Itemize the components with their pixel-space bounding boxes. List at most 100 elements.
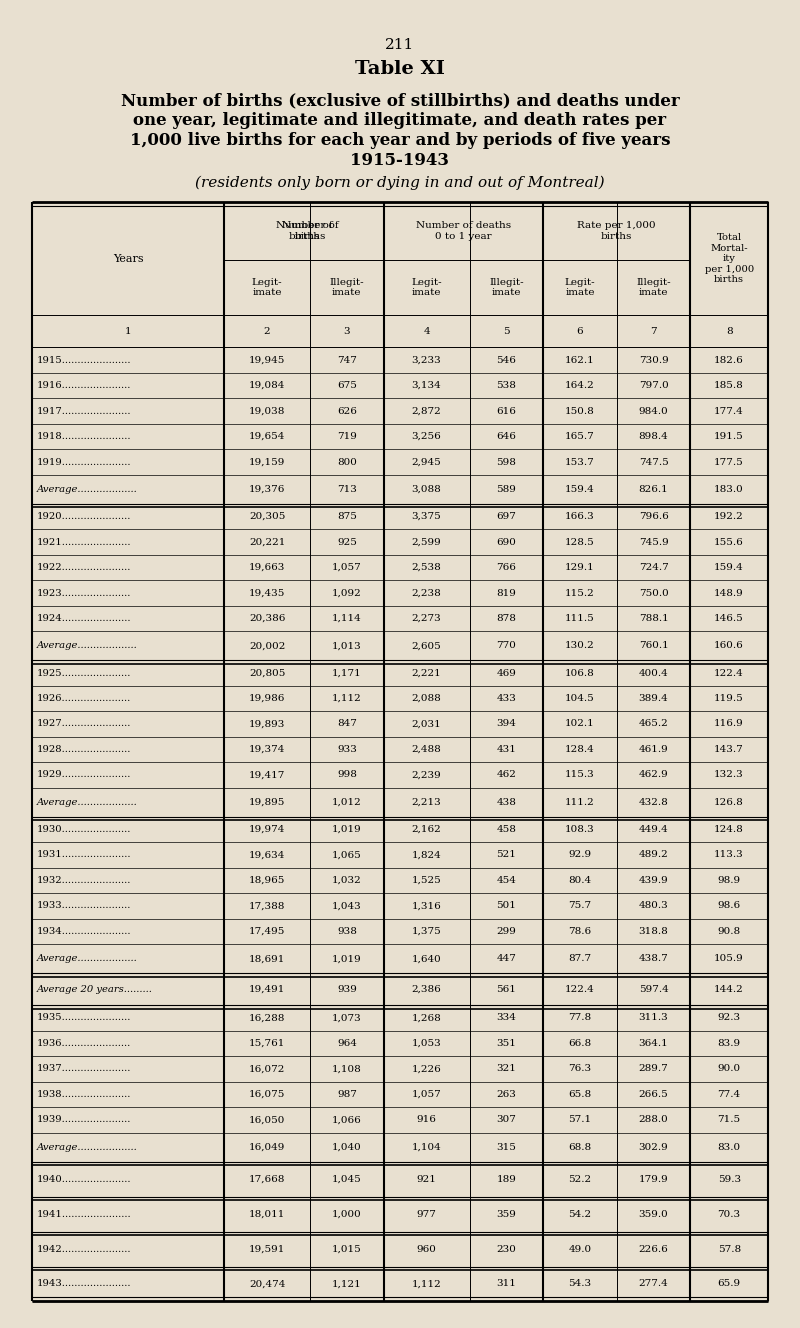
Text: 747: 747 [337,356,357,365]
Text: 2,273: 2,273 [412,614,442,623]
Text: 1926......................: 1926...................... [37,695,131,703]
Text: 19,895: 19,895 [249,798,286,806]
Text: 83.0: 83.0 [718,1142,741,1151]
Text: 277.4: 277.4 [638,1279,668,1288]
Text: 92.3: 92.3 [718,1013,741,1023]
Text: 57.1: 57.1 [568,1116,591,1125]
Text: 122.4: 122.4 [565,985,594,993]
Text: 71.5: 71.5 [718,1116,741,1125]
Text: 875: 875 [337,513,357,521]
Text: 18,691: 18,691 [249,955,286,963]
Text: 925: 925 [337,538,357,547]
Text: 311: 311 [496,1279,516,1288]
Text: 166.3: 166.3 [565,513,594,521]
Text: 800: 800 [337,458,357,466]
Text: 1,066: 1,066 [332,1116,362,1125]
Text: 1,000: 1,000 [332,1210,362,1219]
Text: Table XI: Table XI [355,60,445,78]
Text: 177.5: 177.5 [714,458,744,466]
Text: Years: Years [113,254,143,264]
Text: 1942......................: 1942...................... [37,1244,131,1254]
Text: 65.8: 65.8 [568,1090,591,1098]
Text: 19,038: 19,038 [249,406,286,416]
Text: 1930......................: 1930...................... [37,825,131,834]
Text: 921: 921 [417,1175,437,1183]
Text: 2,599: 2,599 [412,538,442,547]
Text: 6: 6 [577,327,583,336]
Text: 75.7: 75.7 [568,902,591,911]
Text: 52.2: 52.2 [568,1175,591,1183]
Text: 318.8: 318.8 [638,927,668,936]
Text: 916: 916 [417,1116,437,1125]
Text: Number of
births: Number of births [275,222,332,240]
Text: 76.3: 76.3 [568,1065,591,1073]
Text: 998: 998 [337,770,357,780]
Text: 433: 433 [496,695,516,703]
Text: 179.9: 179.9 [638,1175,668,1183]
Text: 462.9: 462.9 [638,770,668,780]
Text: 501: 501 [496,902,516,911]
Text: 2,088: 2,088 [412,695,442,703]
Text: 546: 546 [496,356,516,365]
Text: 7: 7 [650,327,657,336]
Text: 20,805: 20,805 [249,668,286,677]
Text: 17,495: 17,495 [249,927,286,936]
Text: 454: 454 [496,876,516,884]
Text: 1938......................: 1938...................... [37,1090,131,1098]
Text: 616: 616 [496,406,516,416]
Text: 690: 690 [496,538,516,547]
Text: 359: 359 [496,1210,516,1219]
Text: 2,605: 2,605 [412,641,442,651]
Text: 1: 1 [125,327,131,336]
Text: 54.3: 54.3 [568,1279,591,1288]
Text: 461.9: 461.9 [638,745,668,754]
Text: 1,043: 1,043 [332,902,362,911]
Text: 20,305: 20,305 [249,513,286,521]
Text: 1,108: 1,108 [332,1065,362,1073]
Text: 364.1: 364.1 [638,1038,668,1048]
Text: 2,872: 2,872 [412,406,442,416]
Text: 675: 675 [337,381,357,390]
Text: 977: 977 [417,1210,437,1219]
Text: 150.8: 150.8 [565,406,594,416]
Text: 626: 626 [337,406,357,416]
Text: 1925......................: 1925...................... [37,668,131,677]
Text: 159.4: 159.4 [714,563,744,572]
Text: 447: 447 [496,955,516,963]
Text: 104.5: 104.5 [565,695,594,703]
Text: 2,239: 2,239 [412,770,442,780]
Text: 113.3: 113.3 [714,850,744,859]
Text: 750.0: 750.0 [638,588,668,598]
Text: 730.9: 730.9 [638,356,668,365]
Text: 3,375: 3,375 [412,513,442,521]
Text: 2,488: 2,488 [412,745,442,754]
Text: 19,376: 19,376 [249,485,286,494]
Text: 431: 431 [496,745,516,754]
Text: 146.5: 146.5 [714,614,744,623]
Text: 400.4: 400.4 [638,668,668,677]
Text: 3,088: 3,088 [412,485,442,494]
Text: 1941......................: 1941...................... [37,1210,131,1219]
Text: 65.9: 65.9 [718,1279,741,1288]
Text: 2,031: 2,031 [412,720,442,729]
Text: 3,134: 3,134 [412,381,442,390]
Text: 1940......................: 1940...................... [37,1175,131,1183]
Text: 57.8: 57.8 [718,1244,741,1254]
Text: 724.7: 724.7 [638,563,668,572]
Text: 1,316: 1,316 [412,902,442,911]
Text: 19,986: 19,986 [249,695,286,703]
Text: 126.8: 126.8 [714,798,744,806]
Text: 159.4: 159.4 [565,485,594,494]
Text: 538: 538 [496,381,516,390]
Text: 87.7: 87.7 [568,955,591,963]
Text: 302.9: 302.9 [638,1142,668,1151]
Text: 359.0: 359.0 [638,1210,668,1219]
Text: 713: 713 [337,485,357,494]
Text: 128.5: 128.5 [565,538,594,547]
Text: Illegit-
imate: Illegit- imate [330,278,364,297]
Text: 211: 211 [386,39,414,52]
Text: 315: 315 [496,1142,516,1151]
Text: 18,965: 18,965 [249,876,286,884]
Text: 1,012: 1,012 [332,798,362,806]
Text: 192.2: 192.2 [714,513,744,521]
